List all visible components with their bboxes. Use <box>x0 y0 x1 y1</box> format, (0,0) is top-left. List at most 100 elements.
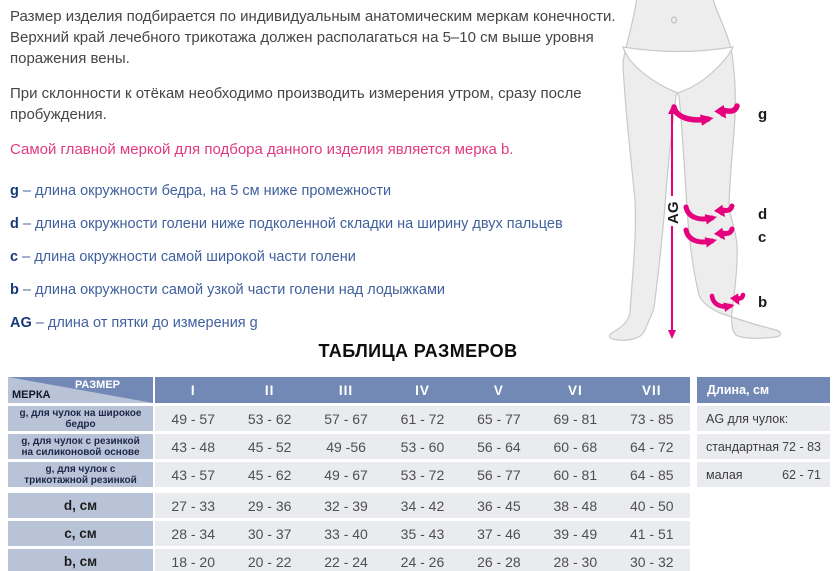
table-row: g, для чулок на широкое бедро 49 - 57 53 -… <box>8 406 690 431</box>
row-label: g, для чулок с резинкой на силиконовой о… <box>8 434 153 459</box>
table-cell: 30 - 32 <box>629 553 674 570</box>
table-row: g, для чулок с резинкой на силиконовой о… <box>8 434 690 459</box>
table-row: g, для чулок с трикотажной резинкой 43 - … <box>8 462 690 487</box>
table-cell: 22 - 24 <box>324 553 368 570</box>
size-table-header: РАЗМЕР МЕРКА I II III IV V VI VII <box>8 377 690 403</box>
row-label: b, см <box>8 549 153 571</box>
table-cell: 36 - 45 <box>477 497 521 514</box>
column-header-III: III <box>338 382 354 398</box>
column-header-V: V <box>493 382 504 398</box>
table-cell: 56 - 77 <box>477 466 521 483</box>
table-cell: 45 - 62 <box>247 466 292 483</box>
ankle-girth-arrow <box>709 292 746 312</box>
measurement-letter: AG <box>10 315 32 331</box>
table-cell: 53 - 62 <box>247 410 292 427</box>
measurement-definition: d – длина окружности голени ниже подколе… <box>10 214 622 234</box>
table-cell: 27 - 33 <box>171 497 215 514</box>
table-cell: 18 - 20 <box>171 553 215 570</box>
table-cell: 41 - 51 <box>629 525 674 542</box>
column-header-VI: VI <box>567 382 583 398</box>
column-header-I: I <box>190 382 196 398</box>
key-measurement-note: Самой главной меркой для подбора данного… <box>10 141 514 158</box>
table-cell: 24 - 26 <box>400 553 445 570</box>
measurement-letter: b <box>10 282 19 298</box>
table-cell: 64 - 72 <box>629 438 674 455</box>
ankle-girth-label: b <box>758 294 767 311</box>
ag-line-label: AG <box>665 202 682 225</box>
table-cell: 34 - 42 <box>400 497 445 514</box>
row-label: c, см <box>8 521 153 546</box>
table-cell: 38 - 48 <box>553 497 598 514</box>
intro-paragraph-2: При склонности к отёкам необходимо произ… <box>10 85 582 123</box>
column-header-IV: IV <box>415 382 430 398</box>
table-cell: 53 - 60 <box>400 438 445 455</box>
measurement-text: – длина окружности голени ниже подколенн… <box>18 216 563 232</box>
corner-label-size: РАЗМЕР <box>74 379 121 391</box>
table-cell: 73 - 85 <box>629 410 674 427</box>
length-panel-rows: стандартная 72 - 83 малая 62 - 71 <box>697 434 830 487</box>
ag-measure-line <box>668 106 676 339</box>
table-cell: 43 - 57 <box>171 466 215 483</box>
table-cell: 43 - 48 <box>171 438 215 455</box>
row-values: 43 - 48 45 - 52 49 -56 53 - 60 56 - 64 60 - 6… <box>155 434 690 459</box>
table-cell: 56 - 64 <box>477 438 521 455</box>
row-values: 43 - 57 45 - 62 49 - 67 53 - 72 56 - 77 60 - … <box>155 462 690 487</box>
row-label: g, для чулок с трикотажной резинкой <box>8 462 153 487</box>
row-values: 28 - 34 30 - 37 33 - 40 35 - 43 37 - 46 39 - … <box>155 521 690 546</box>
below-knee-girth-arrow <box>683 203 735 225</box>
size-table: РАЗМЕР МЕРКА I II III IV V VI VII g, для чулок… <box>8 377 690 571</box>
table-cell: 65 - 77 <box>477 410 521 427</box>
table-cell: 28 - 30 <box>553 553 598 570</box>
length-panel-subheader: AG для чулок: <box>697 406 830 431</box>
table-cell: 64 - 85 <box>629 466 674 483</box>
length-row-value: 72 - 83 <box>782 439 821 454</box>
navel-dot <box>670 16 678 24</box>
table-cell: 60 - 68 <box>553 438 598 455</box>
table-row: b, см 18 - 20 20 - 22 22 - 24 24 - 26 26 - 28… <box>8 549 690 571</box>
leg-measurement-diagram: AG g d c b <box>608 0 782 341</box>
measurement-definition: g – длина окружности бедра, на 5 см ниже… <box>10 181 622 201</box>
measurement-definition: AG – длина от пятки до измерения g <box>10 313 622 333</box>
below-knee-girth-label: d <box>758 206 767 223</box>
measurement-definition: c – длина окружности самой широкой части… <box>10 247 622 267</box>
measurement-text: – длина окружности самой узкой части гол… <box>18 282 446 298</box>
size-table-title: ТАБЛИЦА РАЗМЕРОВ <box>318 341 518 361</box>
table-cell: 35 - 43 <box>400 525 445 542</box>
table-row: c, см 28 - 34 30 - 37 33 - 40 35 - 43 37 - 46… <box>8 521 690 546</box>
table-cell: 33 - 40 <box>324 525 368 542</box>
intro-paragraph-1: Размер изделия подбирается по индивидуал… <box>10 8 616 67</box>
measurement-text: – длина окружности самой широкой части г… <box>18 249 356 265</box>
table-cell: 49 - 67 <box>324 466 368 483</box>
table-row: d, см 27 - 33 29 - 36 32 - 39 34 - 42 36 - 45… <box>8 493 690 518</box>
measurement-letter: g <box>10 183 19 199</box>
thigh-girth-label: g <box>758 106 767 123</box>
underwear-shape <box>622 46 735 94</box>
calf-girth-arrow <box>683 226 735 248</box>
column-header-VII: VII <box>641 382 662 398</box>
size-table-body: g, для чулок на широкое бедро 49 - 57 53 -… <box>8 406 690 571</box>
length-row-label: стандартная <box>706 439 779 454</box>
measurement-text: – длина от пятки до измерения g <box>31 315 258 331</box>
table-cell: 26 - 28 <box>477 553 521 570</box>
table-cell: 69 - 81 <box>553 410 598 427</box>
table-cell: 49 -56 <box>326 438 366 455</box>
length-panel-header: Длина, см <box>697 377 830 403</box>
measurement-definitions: g – длина окружности бедра, на 5 см ниже… <box>10 181 622 333</box>
table-cell: 29 - 36 <box>247 497 292 514</box>
corner-label-measure: МЕРКА <box>12 389 51 401</box>
table-cell: 53 - 72 <box>400 466 445 483</box>
row-values: 18 - 20 20 - 22 22 - 24 24 - 26 26 - 28 28 - … <box>155 549 690 571</box>
length-panel: Длина, см AG для чулок: стандартная 72 - … <box>697 377 830 487</box>
row-label: g, для чулок на широкое бедро <box>8 406 153 431</box>
table-cell: 32 - 39 <box>324 497 368 514</box>
size-table-header-columns: I II III IV V VI VII <box>155 377 690 403</box>
measurement-letter: c <box>10 249 19 265</box>
table-cell: 37 - 46 <box>477 525 521 542</box>
table-cell: 30 - 37 <box>247 525 292 542</box>
table-cell: 20 - 22 <box>247 553 292 570</box>
intro-block: Размер изделия подбирается по индивидуал… <box>10 6 622 346</box>
length-row-value: 62 - 71 <box>782 467 821 482</box>
measurement-text: – длина окружности бедра, на 5 см ниже п… <box>18 183 392 199</box>
table-cell: 39 - 49 <box>553 525 598 542</box>
